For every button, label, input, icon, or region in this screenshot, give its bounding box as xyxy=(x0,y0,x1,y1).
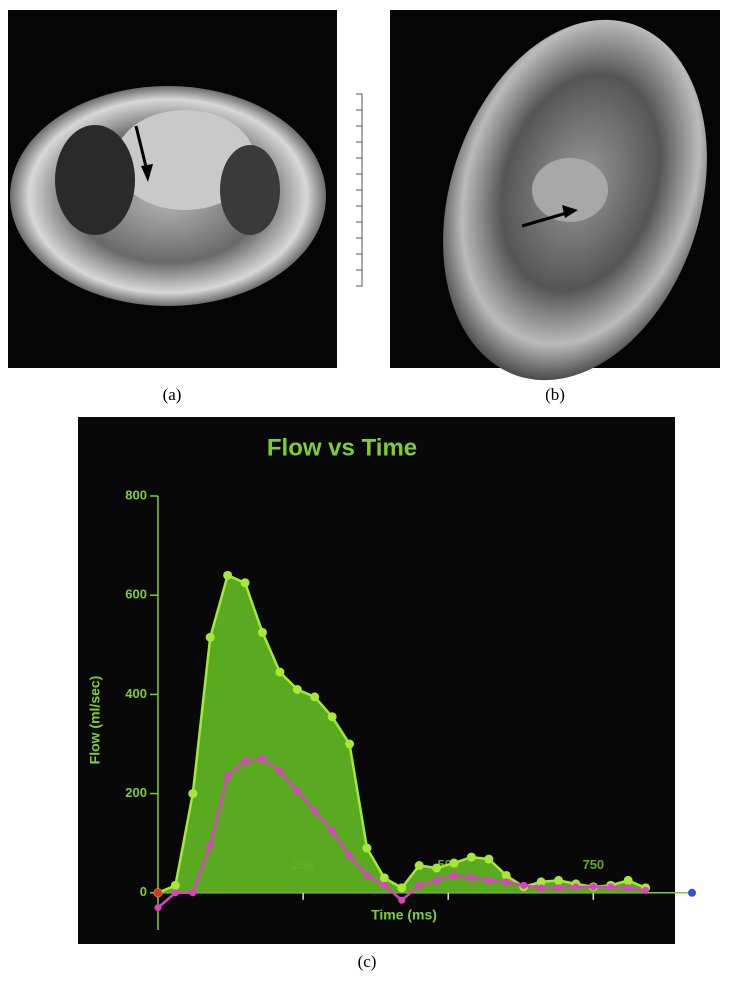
point xyxy=(206,633,215,642)
y-tick-label: 0 xyxy=(140,884,147,899)
point xyxy=(172,889,179,896)
point xyxy=(381,882,388,889)
point xyxy=(275,668,284,677)
point xyxy=(415,861,424,870)
point xyxy=(468,874,475,881)
y-tick-label: 600 xyxy=(125,587,147,602)
point xyxy=(485,877,492,884)
panel-label: (b) xyxy=(545,385,565,404)
point xyxy=(224,773,231,780)
point xyxy=(171,881,180,890)
point xyxy=(467,853,476,862)
point xyxy=(484,855,493,864)
point xyxy=(398,897,405,904)
start-marker xyxy=(154,889,162,897)
panel-label: (c) xyxy=(358,952,377,971)
y-tick-label: 200 xyxy=(125,785,147,800)
mri-lung xyxy=(55,125,135,235)
panel-label: (a) xyxy=(163,385,182,404)
page: (a) (b) Flow vs Time Flow (ml/sec) Time … xyxy=(0,0,735,981)
point xyxy=(555,884,562,891)
point xyxy=(397,883,406,892)
point xyxy=(624,876,633,885)
point xyxy=(155,904,162,911)
x-axis-label: Time (ms) xyxy=(371,907,437,923)
y-tick-label: 400 xyxy=(125,686,147,701)
point xyxy=(432,864,441,873)
point xyxy=(554,876,563,885)
point xyxy=(451,872,458,879)
point xyxy=(189,889,196,896)
point xyxy=(294,788,301,795)
point xyxy=(572,883,579,890)
point xyxy=(362,844,371,853)
point xyxy=(380,873,389,882)
point xyxy=(310,692,319,701)
point xyxy=(188,789,197,798)
point xyxy=(223,571,232,580)
point xyxy=(346,852,353,859)
point xyxy=(329,827,336,834)
x-tick-label: 750 xyxy=(582,857,604,872)
point xyxy=(416,882,423,889)
point xyxy=(345,740,354,749)
point xyxy=(242,758,249,765)
point xyxy=(259,755,266,762)
point xyxy=(590,883,597,890)
point xyxy=(207,842,214,849)
point xyxy=(258,628,267,637)
point xyxy=(363,872,370,879)
point xyxy=(293,685,302,694)
point xyxy=(520,882,527,889)
end-marker xyxy=(688,889,696,897)
point xyxy=(450,859,459,868)
point xyxy=(538,884,545,891)
mri-lung xyxy=(220,145,280,235)
figure: (a) (b) Flow vs Time Flow (ml/sec) Time … xyxy=(0,0,735,981)
y-tick-label: 800 xyxy=(125,487,147,502)
point xyxy=(503,878,510,885)
point xyxy=(276,768,283,775)
point xyxy=(328,712,337,721)
point xyxy=(433,877,440,884)
point xyxy=(241,578,250,587)
point xyxy=(642,887,649,894)
point xyxy=(607,883,614,890)
y-axis-label: Flow (ml/sec) xyxy=(87,676,103,765)
scale-ruler xyxy=(356,94,362,286)
point xyxy=(311,807,318,814)
point xyxy=(625,884,632,891)
chart-title: Flow vs Time xyxy=(267,434,417,461)
